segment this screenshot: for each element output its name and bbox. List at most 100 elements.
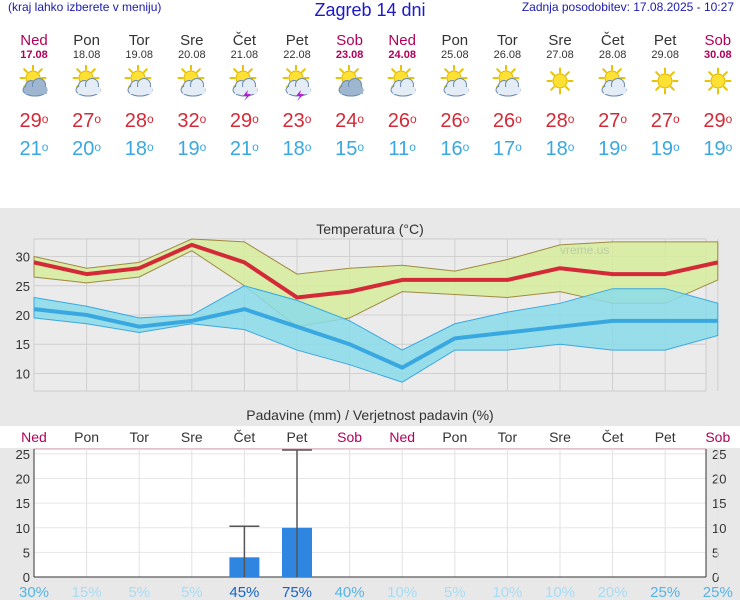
day-date: 18.08 [72,49,101,61]
precip-day-label: Ned [389,429,415,445]
sun-cloud-icon [19,65,48,97]
degree-sign: o [620,140,628,154]
precip-y-tick-left: 0 [23,570,30,585]
temp-min: 21o [19,138,49,160]
precip-day-label: Pet [655,429,676,445]
precip-probability: 25% [703,584,733,600]
temp-min: 19o [598,138,628,160]
precip-plot-area [34,449,706,577]
precip-y-tick-right: 10 [712,521,726,536]
precip-probability: 5% [181,584,203,600]
day-date: 17.08 [20,49,48,61]
degree-sign: o [94,112,102,126]
precip-probability: 5% [444,584,466,600]
degree-sign: o [146,112,154,126]
day-name: Pon [73,32,100,49]
day-name: Ned [20,32,48,49]
temp-max: 28o [545,110,575,132]
degree-sign: o [94,140,102,154]
day-column: Tor 19.08 28o 18o [112,32,166,161]
temp-min: 18o [545,138,575,160]
degree-sign: o [409,140,416,154]
day-column: Tor 26.08 26o 17o [480,32,534,161]
degree-sign: o [41,140,49,154]
daily-forecast-strip: Ned 17.08 29o 21o Pon 18.08 27o 20o Tor 19.08 28o 1… [0,32,740,172]
sun-icon [546,67,574,95]
day-date: 19.08 [125,49,153,61]
day-date: 22.08 [283,49,311,61]
degree-sign: o [304,140,312,154]
sun-cloud-icon [387,65,416,97]
max-temp-band [33,238,719,328]
temp-min: 18o [124,138,154,160]
day-column: Čet 21.08 29o 21o [217,32,271,161]
precip-y-tick-left: 20 [16,472,30,487]
temp-y-tick: 15 [16,337,30,352]
day-date: 23.08 [335,49,364,61]
precip-day-label: Tor [129,429,149,445]
precip-y-tick-right: 5 [712,545,719,560]
page-title: Zagreb 14 dni [314,0,426,20]
day-date: 30.08 [704,49,732,61]
temp-max: 29o [703,110,733,132]
temp-max: 26o [387,110,417,132]
degree-sign: o [409,112,417,126]
degree-sign: o [146,140,154,154]
day-column: Pon 18.08 27o 20o [60,32,114,161]
min-temp-line [33,307,718,370]
precip-day-label: Sob [705,429,730,445]
day-column: Sob 23.08 24o 15o [323,32,377,161]
day-column: Sob 30.08 29o 19o [691,32,740,161]
day-date: 20.08 [178,49,206,61]
day-name: Tor [128,32,150,49]
precip-day-label: Tor [498,429,518,445]
degree-sign: o [725,140,733,154]
sun-icon [651,67,679,95]
precip-day-label: Sre [181,429,203,445]
sun-cloud-storm-icon [229,65,258,101]
day-column: Pet 29.08 27o 19o [638,32,692,161]
precip-probability: 10% [545,584,575,600]
precip-day-label: Pon [442,429,467,445]
precip-y-tick-left: 25 [16,447,30,462]
day-name: Sre [180,32,204,49]
min-temp-band [33,285,719,383]
precip-day-label: Čet [234,429,256,445]
day-column: Sre 27.08 28o 18o [533,32,587,161]
temp-max: 27o [650,110,680,132]
day-name: Sre [548,32,572,49]
degree-sign: o [462,112,470,126]
degree-sign: o [672,112,680,126]
temp-max: 29o [19,110,49,132]
precip-day-label: Čet [602,429,624,445]
temp-y-tick: 30 [16,250,30,265]
temp-max: 26o [440,110,470,132]
temp-max: 27o [72,110,102,132]
temp-min: 17o [492,138,522,160]
location-menu-hint[interactable]: (kraj lahko izberete v meniju) [8,0,162,14]
day-column: Čet 28.08 27o 19o [586,32,640,161]
precip-y-tick-right: 20 [712,472,726,487]
day-date: 28.08 [598,49,627,61]
degree-sign: o [357,140,365,154]
precip-day-label: Pon [74,429,99,445]
sun-cloud-icon [177,65,206,97]
day-date: 29.08 [651,49,679,61]
day-column: Sre 20.08 32o 19o [165,32,219,161]
degree-sign: o [252,112,259,126]
day-column: Pon 25.08 26o 16o [428,32,482,161]
degree-sign: o [567,140,575,154]
degree-sign: o [41,112,49,126]
sun-cloud-icon [440,65,469,97]
precip-y-tick-right: 0 [712,570,719,585]
precip-probability: 10% [492,584,522,600]
precip-chart-title: Padavine (mm) / Verjetnost padavin (%) [246,407,493,423]
degree-sign: o [725,112,733,126]
precip-probability: 5% [128,584,150,600]
temp-y-tick: 10 [16,366,30,381]
sun-cloud-icon [335,65,364,97]
temp-max: 23o [282,110,312,132]
precip-y-tick-left: 10 [16,521,30,536]
precip-probability: 40% [335,584,365,600]
temp-min: 16o [440,138,470,160]
